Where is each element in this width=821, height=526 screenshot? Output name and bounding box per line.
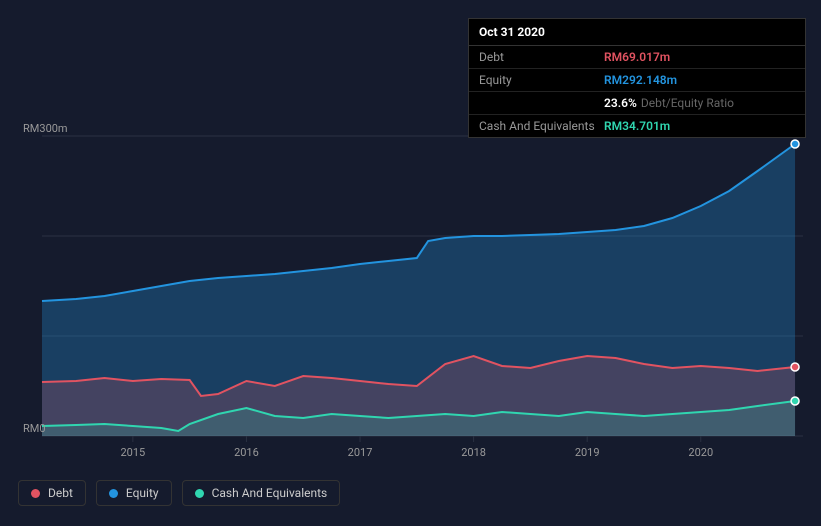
tooltip-value: RM292.148m xyxy=(604,73,677,87)
tooltip-row: Cash And EquivalentsRM34.701m xyxy=(469,115,805,137)
legend-dot-icon xyxy=(195,489,204,498)
y-axis-label: RM300m xyxy=(23,122,68,135)
x-axis-label: 2018 xyxy=(461,446,486,459)
x-axis-label: 2015 xyxy=(120,446,145,459)
series-end-marker xyxy=(791,140,799,148)
tooltip-row: EquityRM292.148m xyxy=(469,69,805,92)
series-end-marker xyxy=(791,363,799,371)
x-axis-label: 2016 xyxy=(234,446,259,459)
x-axis-label: 2019 xyxy=(575,446,600,459)
tooltip-label: Debt xyxy=(479,50,604,64)
x-axis-label: 2017 xyxy=(348,446,373,459)
legend-label: Cash And Equivalents xyxy=(212,486,328,500)
legend-item[interactable]: Cash And Equivalents xyxy=(182,480,341,506)
legend-item[interactable]: Debt xyxy=(18,480,86,506)
legend-dot-icon xyxy=(31,489,40,498)
legend-item[interactable]: Equity xyxy=(96,480,172,506)
tooltip-value: RM34.701m xyxy=(604,119,670,133)
legend-label: Equity xyxy=(126,486,159,500)
y-axis-label: RM0 xyxy=(23,422,46,435)
tooltip-label: Cash And Equivalents xyxy=(479,119,604,133)
x-axis-label: 2020 xyxy=(688,446,713,459)
tooltip-date: Oct 31 2020 xyxy=(469,19,805,46)
tooltip-label xyxy=(479,96,604,110)
tooltip-ratio: 23.6%Debt/Equity Ratio xyxy=(604,96,734,110)
legend-dot-icon xyxy=(109,489,118,498)
tooltip-body: DebtRM69.017mEquityRM292.148m23.6%Debt/E… xyxy=(469,46,805,137)
x-axis-labels: 2015 2016 2017 2018 2019 2020 xyxy=(18,446,803,466)
series-end-marker xyxy=(791,397,799,405)
tooltip-row: DebtRM69.017m xyxy=(469,46,805,69)
legend: Debt Equity Cash And Equivalents xyxy=(18,480,340,506)
tooltip-value: RM69.017m xyxy=(604,50,670,64)
tooltip-label: Equity xyxy=(479,73,604,87)
chart-tooltip: Oct 31 2020 DebtRM69.017mEquityRM292.148… xyxy=(468,18,806,138)
tooltip-row: 23.6%Debt/Equity Ratio xyxy=(469,92,805,115)
chart-area xyxy=(18,120,803,460)
chart-svg xyxy=(18,120,803,460)
legend-label: Debt xyxy=(48,486,73,500)
